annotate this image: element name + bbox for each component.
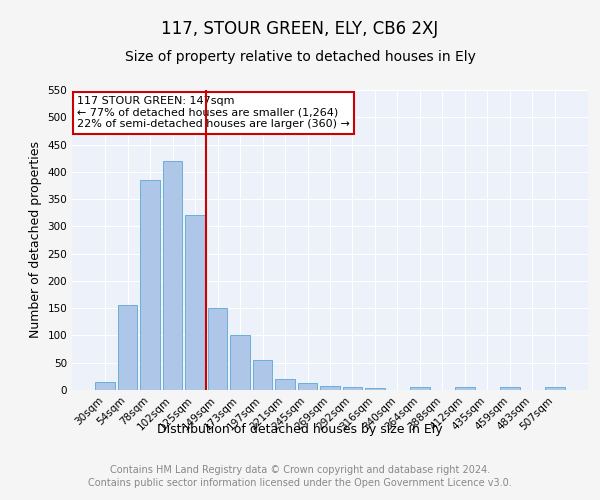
Bar — [230, 336, 250, 390]
Text: Contains public sector information licensed under the Open Government Licence v3: Contains public sector information licen… — [88, 478, 512, 488]
Bar — [185, 216, 205, 390]
Bar — [500, 388, 520, 390]
Bar — [410, 388, 430, 390]
Bar — [208, 308, 227, 390]
Bar — [545, 388, 565, 390]
Bar — [343, 388, 362, 390]
Bar — [455, 388, 475, 390]
Bar — [320, 386, 340, 390]
Text: Contains HM Land Registry data © Crown copyright and database right 2024.: Contains HM Land Registry data © Crown c… — [110, 465, 490, 475]
Bar — [163, 161, 182, 390]
Bar — [95, 382, 115, 390]
Bar — [275, 379, 295, 390]
Y-axis label: Number of detached properties: Number of detached properties — [29, 142, 42, 338]
Text: 117 STOUR GREEN: 147sqm
← 77% of detached houses are smaller (1,264)
22% of semi: 117 STOUR GREEN: 147sqm ← 77% of detache… — [77, 96, 350, 129]
Text: 117, STOUR GREEN, ELY, CB6 2XJ: 117, STOUR GREEN, ELY, CB6 2XJ — [161, 20, 439, 38]
Bar — [253, 360, 272, 390]
Bar — [298, 383, 317, 390]
Text: Size of property relative to detached houses in Ely: Size of property relative to detached ho… — [125, 50, 475, 64]
Bar — [365, 388, 385, 390]
Text: Distribution of detached houses by size in Ely: Distribution of detached houses by size … — [157, 422, 443, 436]
Bar — [140, 180, 160, 390]
Bar — [118, 306, 137, 390]
